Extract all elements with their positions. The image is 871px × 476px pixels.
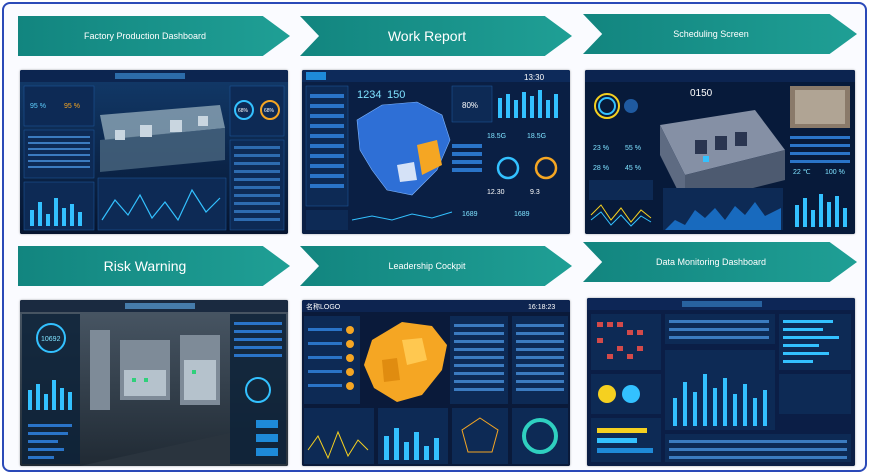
- factory-stat-1: 95 %: [30, 103, 46, 110]
- cockpit-clock: 16:18:23: [528, 304, 555, 311]
- risk-gauge: 10692: [41, 336, 61, 343]
- banner-scheduling-screen: Scheduling Screen: [583, 14, 857, 54]
- work-n4: 9.3: [530, 189, 540, 196]
- work-n3: 12.30: [487, 189, 505, 196]
- cockpit-logo: 名称LOGO: [306, 302, 341, 311]
- sched-clock: 0150: [690, 88, 713, 99]
- thumbnail-scheduling-screen: 0150 23 % 55 % 28 % 45 % 22 ℃ 100 %: [585, 70, 855, 234]
- thumbnail-leadership-cockpit: 名称LOGO 16:18:23: [302, 300, 570, 466]
- thumbnail-data-monitoring-dashboard: [587, 298, 855, 466]
- banner-data-monitoring-dashboard: Data Monitoring Dashboard: [583, 242, 857, 282]
- work-n1: 18.5G: [487, 133, 506, 140]
- work-big-1: 1234: [357, 89, 381, 101]
- sched-p1: 23 %: [593, 145, 609, 152]
- work-n5: 1689: [462, 211, 478, 218]
- banner-work-report: Work Report: [300, 16, 572, 56]
- factory-stat-2: 95 %: [64, 103, 80, 110]
- banner-factory-production-dashboard: Factory Production Dashboard: [18, 16, 290, 56]
- work-big-2: 150: [387, 89, 405, 101]
- work-n6: 1689: [514, 211, 530, 218]
- sched-p6: 100 %: [825, 169, 845, 176]
- work-n2: 18.5G: [527, 133, 546, 140]
- thumbnail-risk-warning: 10692: [20, 300, 288, 466]
- factory-gauge-2: 68%: [264, 108, 275, 114]
- thumbnail-factory-production-dashboard: 95 % 95 % 68% 68%: [20, 70, 288, 234]
- factory-gauge-1: 68%: [238, 108, 249, 114]
- banner-leadership-cockpit: Leadership Cockpit: [300, 246, 572, 286]
- sched-p5: 22 ℃: [793, 169, 811, 176]
- banner-risk-warning: Risk Warning: [18, 246, 290, 286]
- sched-p4: 45 %: [625, 165, 641, 172]
- work-clock: 13:30: [524, 73, 545, 82]
- thumbnail-work-report: 13:30 1234 150 80% 18.5G 18.5G 12.30 9.3…: [302, 70, 570, 234]
- sched-p2: 55 %: [625, 145, 641, 152]
- sched-p3: 28 %: [593, 165, 609, 172]
- work-pct: 80%: [462, 101, 478, 110]
